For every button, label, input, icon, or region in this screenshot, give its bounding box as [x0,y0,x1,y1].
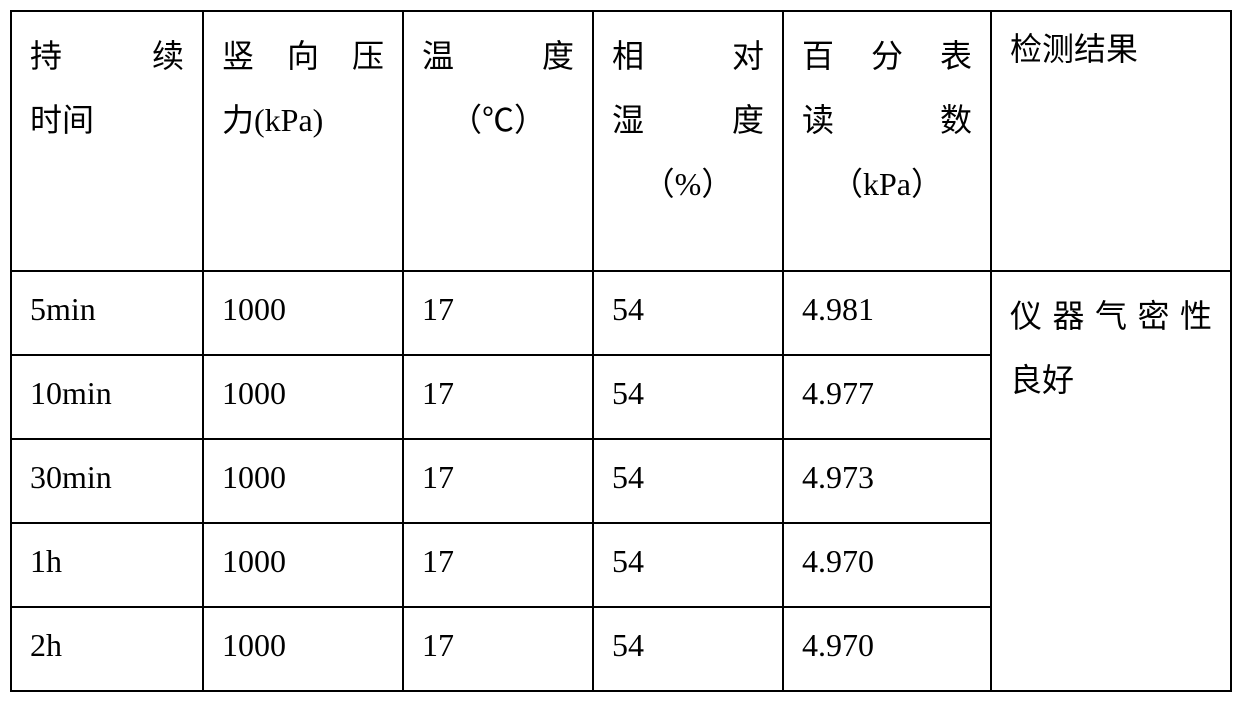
cell-humidity: 54 [593,607,783,691]
cell-duration: 1h [11,523,203,607]
cell-pressure: 1000 [203,607,403,691]
header-text: 持续 [30,38,184,74]
header-text: （℃） [450,102,546,138]
cell-temp: 17 [403,271,593,355]
cell-humidity: 54 [593,523,783,607]
cell-gauge: 4.970 [783,523,991,607]
header-text: 百分表 [802,38,972,74]
cell-temp: 17 [403,439,593,523]
cell-duration: 30min [11,439,203,523]
cell-humidity: 54 [593,271,783,355]
col-header-temp: 温度 （℃） [403,11,593,271]
cell-gauge: 4.977 [783,355,991,439]
cell-temp: 17 [403,607,593,691]
cell-result: 仪器气密性 良好 [991,271,1231,691]
header-text: 相对 [612,38,764,74]
header-text: 温度 [422,38,574,74]
cell-gauge: 4.970 [783,607,991,691]
result-text: 仪器气密性 [1010,298,1212,334]
col-header-pressure: 竖向压 力(kPa) [203,11,403,271]
col-header-humidity: 相对 湿度 （%） [593,11,783,271]
cell-humidity: 54 [593,355,783,439]
result-text: 良好 [1010,362,1074,398]
cell-gauge: 4.973 [783,439,991,523]
col-header-gauge: 百分表 读数 （kPa） [783,11,991,271]
cell-temp: 17 [403,355,593,439]
cell-pressure: 1000 [203,523,403,607]
header-text: 读数 [802,102,972,138]
header-text: 时间 [30,102,94,138]
header-text: （%） [643,166,734,202]
cell-temp: 17 [403,523,593,607]
table-header-row: 持续 时间 竖向压 力(kPa) 温度 （℃） 相对 湿度 （%） 百分表 读数… [11,11,1231,271]
header-text: 湿度 [612,102,764,138]
header-text: （kPa） [831,166,943,202]
header-text: 力(kPa) [222,102,323,138]
cell-humidity: 54 [593,439,783,523]
header-text: 竖向压 [222,38,384,74]
cell-pressure: 1000 [203,439,403,523]
header-text: 检测结果 [1010,31,1138,67]
cell-pressure: 1000 [203,271,403,355]
cell-pressure: 1000 [203,355,403,439]
cell-gauge: 4.981 [783,271,991,355]
col-header-duration: 持续 时间 [11,11,203,271]
cell-duration: 2h [11,607,203,691]
col-header-result: 检测结果 [991,11,1231,271]
cell-duration: 10min [11,355,203,439]
data-table: 持续 时间 竖向压 力(kPa) 温度 （℃） 相对 湿度 （%） 百分表 读数… [10,10,1232,692]
cell-duration: 5min [11,271,203,355]
table-row: 5min 1000 17 54 4.981 仪器气密性 良好 [11,271,1231,355]
